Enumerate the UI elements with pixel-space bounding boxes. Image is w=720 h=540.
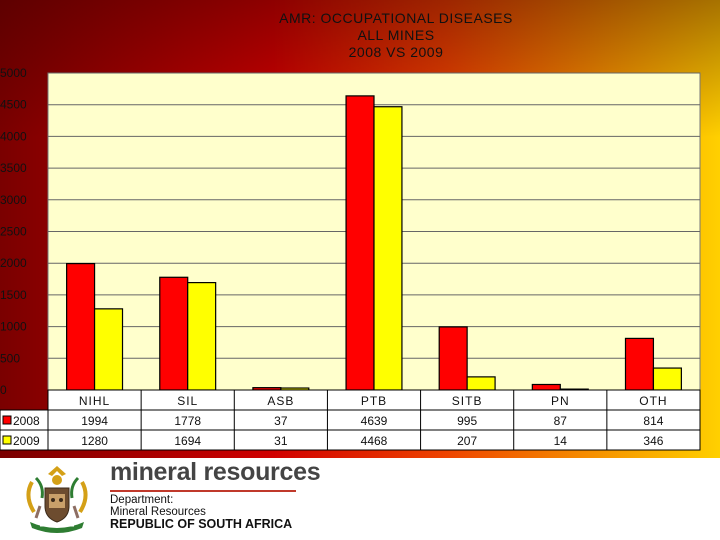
brand-underline [110, 490, 296, 492]
y-tick-label: 2000 [0, 256, 27, 270]
data-label: 14 [554, 434, 568, 448]
y-tick-label: 1000 [0, 320, 27, 334]
data-label: 1280 [81, 434, 108, 448]
chart-title-line-3: 2008 VS 2009 [348, 44, 444, 60]
department-label: Department: Mineral Resources [110, 494, 206, 518]
data-label: 4639 [361, 414, 388, 428]
y-tick-label: 4500 [0, 98, 27, 112]
bar-2009-sitb [466, 376, 496, 391]
x-category-label: SITB [452, 394, 483, 408]
bar-2008-sitb [438, 326, 468, 391]
bar-2008-ptb [345, 95, 375, 391]
data-label: 37 [274, 414, 288, 428]
bar-2008-nihl [66, 262, 96, 391]
bar-2009-oth [652, 367, 682, 391]
y-tick-label: 0 [0, 383, 7, 397]
chart-title: AMR: OCCUPATIONAL DISEASES ALL MINES 200… [236, 10, 556, 61]
data-label: 346 [643, 434, 663, 448]
bar-2009-ptb [373, 106, 403, 391]
data-label: 1994 [81, 414, 108, 428]
y-tick-label: 500 [0, 351, 20, 365]
y-tick-label: 5000 [0, 66, 27, 80]
bar-2008-pn [531, 383, 561, 391]
chart-title-line-1: AMR: OCCUPATIONAL DISEASES [279, 10, 513, 26]
x-category-label: PTB [361, 394, 387, 408]
legend-label-2009: 2009 [13, 434, 40, 448]
y-tick-label: 3500 [0, 161, 27, 175]
x-category-label: SIL [177, 394, 198, 408]
data-label: 814 [643, 414, 663, 428]
brand-name: mineral resources [110, 458, 321, 486]
data-label: 1778 [174, 414, 201, 428]
data-label: 87 [554, 414, 568, 428]
legend-swatch-2009 [2, 435, 12, 445]
y-tick-label: 4000 [0, 129, 27, 143]
bar-2009-sil [187, 282, 217, 391]
department-line-2: Mineral Resources [110, 506, 206, 518]
x-category-label: PN [551, 394, 570, 408]
bar-2009-nihl [93, 308, 124, 391]
y-tick-label: 1500 [0, 288, 27, 302]
legend-swatch-2008 [2, 415, 12, 425]
data-label: 4468 [361, 434, 388, 448]
chart-title-line-2: ALL MINES [357, 27, 435, 43]
y-tick-label: 3000 [0, 193, 27, 207]
country-name: REPUBLIC OF SOUTH AFRICA [110, 517, 293, 531]
coat-of-arms-icon [26, 466, 88, 533]
bar-2008-oth [624, 337, 655, 391]
department-line-1: Department: [110, 494, 174, 506]
bar-2008-sil [159, 276, 189, 391]
data-label: 995 [457, 414, 477, 428]
y-tick-label: 2500 [0, 225, 27, 239]
data-label: 207 [457, 434, 477, 448]
bar-chart: 0 500 1000 1500 2000 2500 3000 3500 4000 4500 5000… [0, 66, 701, 451]
footer: mineral resources Department: Mineral Re… [0, 458, 720, 540]
x-category-label: OTH [639, 394, 667, 408]
x-category-label: ASB [267, 394, 294, 408]
data-label: 31 [274, 434, 288, 448]
x-category-label: NIHL [79, 394, 110, 408]
data-label: 1694 [174, 434, 201, 448]
legend-label-2008: 2008 [13, 414, 40, 428]
